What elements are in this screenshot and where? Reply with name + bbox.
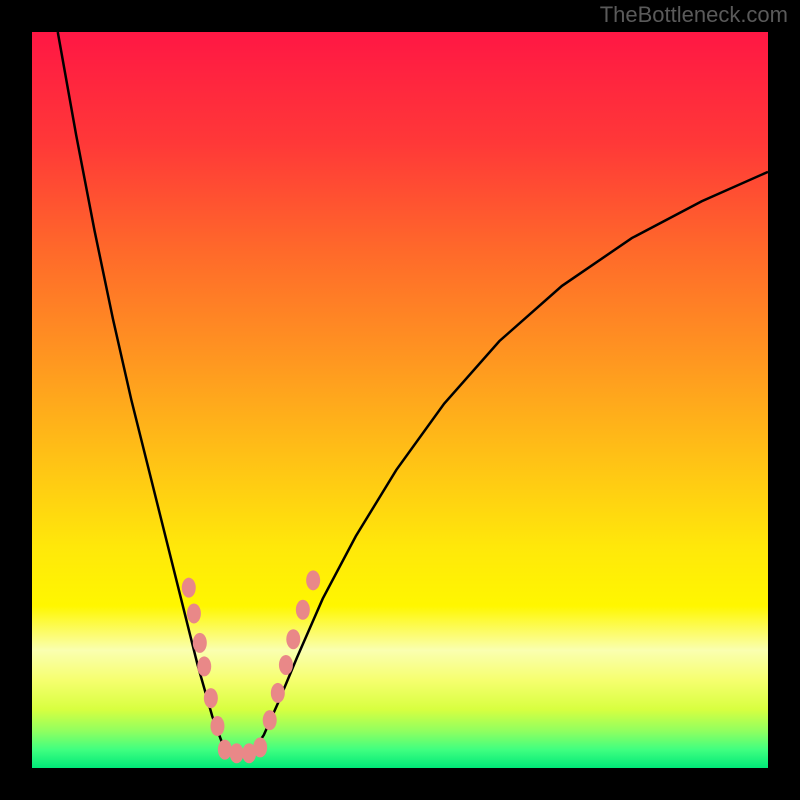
data-marker bbox=[204, 688, 218, 708]
data-marker bbox=[253, 737, 267, 757]
data-marker bbox=[187, 603, 201, 623]
data-marker bbox=[286, 629, 300, 649]
plot-gradient-background bbox=[32, 32, 768, 768]
data-marker bbox=[230, 743, 244, 763]
data-marker bbox=[182, 578, 196, 598]
data-marker bbox=[197, 656, 211, 676]
data-marker bbox=[306, 570, 320, 590]
data-marker bbox=[279, 655, 293, 675]
data-marker bbox=[210, 716, 224, 736]
data-marker bbox=[271, 683, 285, 703]
watermark-text: TheBottleneck.com bbox=[600, 2, 788, 28]
data-marker bbox=[193, 633, 207, 653]
chart-container: TheBottleneck.com bbox=[0, 0, 800, 800]
data-marker bbox=[296, 600, 310, 620]
data-marker bbox=[263, 710, 277, 730]
data-marker bbox=[218, 740, 232, 760]
bottleneck-chart bbox=[0, 0, 800, 800]
